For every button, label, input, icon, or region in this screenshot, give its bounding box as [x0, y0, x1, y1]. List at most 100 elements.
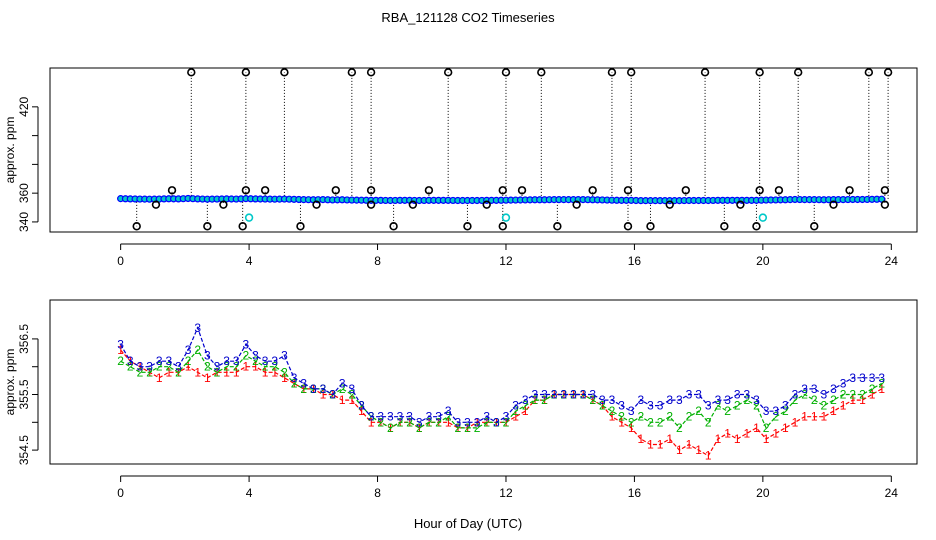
outlier-point	[331, 186, 340, 195]
series-2-point: 2	[869, 382, 876, 396]
series-2-point: 2	[474, 421, 481, 435]
series-2-point: 2	[695, 404, 702, 418]
series-1-point: 1	[753, 421, 760, 435]
series-1-point: 1	[638, 432, 645, 446]
series-3-point: 3	[666, 393, 673, 407]
outlier-point	[347, 68, 357, 77]
outlier-point	[389, 222, 398, 231]
series-1-point: 1	[792, 415, 799, 429]
outlier-point	[588, 186, 597, 195]
series-2-point: 2	[204, 360, 211, 374]
series-1-point: 1	[657, 438, 664, 452]
series-3-point: 3	[560, 388, 567, 402]
series-2-point: 2	[223, 360, 230, 374]
series-2-point: 2	[743, 393, 750, 407]
series-2-point: 2	[628, 415, 635, 429]
series-3-point: 3	[570, 388, 577, 402]
outlier-point	[463, 222, 472, 231]
series-3-point: 3	[262, 354, 269, 368]
series-3-point: 3	[541, 388, 548, 402]
series-2-point: 2	[214, 365, 221, 379]
series-3-point: 3	[609, 393, 616, 407]
series-3-point: 3	[387, 410, 394, 424]
series-1-point: 1	[252, 360, 259, 374]
series-2-point: 2	[243, 349, 250, 363]
series-3-point: 3	[281, 349, 288, 363]
x-tick-label: 4	[246, 486, 253, 500]
series-2-point: 2	[647, 415, 654, 429]
series-3-point: 3	[464, 415, 471, 429]
series-2-point: 2	[541, 393, 548, 407]
series-2-point: 2	[686, 410, 693, 424]
series-1-point: 1	[349, 393, 356, 407]
series-2-point: 2	[638, 410, 645, 424]
series-2-point: 2	[753, 399, 760, 413]
outlier-point	[312, 200, 321, 209]
series-2-point: 2	[377, 415, 384, 429]
series-3-point: 3	[628, 404, 635, 418]
series-3-point: 3	[349, 382, 356, 396]
series-1-point: 1	[849, 393, 856, 407]
series-3-point: 3	[743, 388, 750, 402]
x-tick-label: 24	[885, 486, 899, 500]
series-2-point: 2	[262, 360, 269, 374]
series-2-point: 2	[724, 404, 731, 418]
series-2-point: 2	[127, 360, 134, 374]
series-3-point: 3	[715, 393, 722, 407]
series-3-point: 3	[165, 354, 172, 368]
series-2-point: 2	[840, 388, 847, 402]
outlier-point	[280, 68, 289, 77]
series-1-point: 1	[522, 404, 529, 418]
series-2-point: 2	[445, 410, 452, 424]
series-3-point: 3	[271, 354, 278, 368]
series-2-point: 2	[406, 415, 413, 429]
series-2-point: 2	[532, 393, 539, 407]
series-2-point: 2	[589, 393, 596, 407]
series-2-point: 2	[618, 410, 625, 424]
series-1-point: 1	[609, 410, 616, 424]
outlier-point	[880, 200, 890, 209]
outlier-point	[366, 200, 376, 209]
series-1-point: 1	[165, 365, 172, 379]
series-1-point: 1	[156, 371, 163, 385]
series-3-point: 3	[512, 399, 519, 413]
y-tick-label: 356.5	[17, 324, 31, 354]
x-tick-label: 20	[756, 254, 770, 268]
outlier-point	[627, 68, 636, 77]
series-2-point: 2	[666, 410, 673, 424]
cyan-marker-point	[244, 213, 254, 222]
series-2-point: 2	[705, 415, 712, 429]
series-1-point: 1	[243, 360, 250, 374]
series-3-point: 3	[878, 371, 885, 385]
outlier-point	[665, 200, 674, 209]
series-3-point: 3	[859, 371, 866, 385]
plot-frame	[49, 67, 918, 233]
series-1-point: 1	[811, 410, 818, 424]
outlier-point	[572, 200, 581, 209]
outlier-point	[755, 186, 764, 195]
outlier-point	[623, 222, 633, 231]
series-2-point: 2	[859, 388, 866, 402]
x-tick-label: 20	[756, 486, 770, 500]
series-2-point: 2	[792, 393, 799, 407]
series-2-point: 2	[117, 354, 124, 368]
series-1-point: 1	[705, 449, 712, 463]
series-1-line	[120, 349, 883, 457]
outlier-point	[880, 186, 890, 195]
series-1-point: 1	[512, 410, 519, 424]
series-3-point: 3	[368, 410, 375, 424]
series-1-point: 1	[801, 410, 808, 424]
outlier-point	[883, 68, 893, 77]
cyan-marker-point	[758, 213, 768, 222]
series-1-point: 1	[782, 421, 789, 435]
outlier-point	[623, 186, 633, 195]
outlier-point	[537, 68, 546, 77]
series-2-point: 2	[454, 421, 461, 435]
series-3-point: 3	[503, 410, 510, 424]
x-tick-label: 8	[374, 486, 381, 500]
series-3-point: 3	[320, 382, 327, 396]
series-2-point: 2	[156, 360, 163, 374]
series-3-point: 3	[291, 371, 298, 385]
series-3-point: 3	[185, 343, 192, 357]
series-3-point: 3	[532, 388, 539, 402]
